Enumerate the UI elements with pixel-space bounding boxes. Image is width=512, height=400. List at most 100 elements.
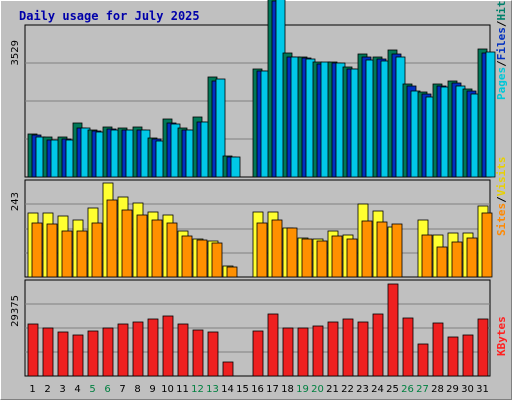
legend-visits-sites: Sites/Visits [495,157,508,237]
bar-sites [31,222,43,278]
bar-sites [271,219,283,278]
legend-item: Sites [495,203,508,236]
bar-sites [106,199,118,278]
chart-title: Daily usage for July 2025 [19,9,200,23]
bar-sites [166,222,178,278]
ymax-label-visits-sites: 243 [10,192,21,211]
day-label: 19 [296,384,309,395]
bar-kbytes [252,330,264,377]
bar-kbytes [87,330,99,377]
day-label: 13 [206,384,219,395]
bar-kbytes [222,361,234,377]
bar-sites [466,237,478,278]
day-label: 30 [461,384,474,395]
bar-kbytes [312,325,324,377]
bar-kbytes [342,318,354,377]
bar-kbytes [147,318,159,377]
day-label: 1 [29,384,35,395]
bar-sites [91,222,103,278]
bar-sites [286,227,298,278]
day-label: 9 [149,384,155,395]
day-label: 18 [281,384,294,395]
day-label: 7 [119,384,125,395]
day-label: 2 [44,384,50,395]
day-label: 28 [431,384,444,395]
legend-item: / [495,60,508,67]
bar-kbytes [267,313,279,377]
bar-kbytes [117,323,129,377]
bar-kbytes [462,334,474,377]
legend-item: Hits [495,0,508,21]
bar-sites [361,220,373,278]
day-label: 11 [176,384,189,395]
bar-sites [256,222,268,278]
legend-item: KBytes [495,316,508,356]
legend-item: Pages [495,67,508,100]
bar-sites [331,235,343,278]
legend-item: / [495,196,508,203]
bar-sites [121,209,133,278]
bar-sites [151,219,163,278]
bar-kbytes [327,321,339,377]
day-label: 21 [326,384,339,395]
bar-kbytes [177,323,189,377]
legend-item: / [495,20,508,27]
bar-sites [196,239,208,278]
bar-kbytes [447,336,459,377]
bar-sites [481,212,493,278]
day-label: 3 [59,384,65,395]
bar-sites [376,221,388,278]
bar-pages [485,51,496,178]
bar-sites [181,235,193,278]
day-label: 5 [89,384,95,395]
day-label: 8 [134,384,140,395]
bar-sites [211,242,223,278]
day-label: 25 [386,384,399,395]
bar-kbytes [57,331,69,377]
bar-kbytes [192,329,204,377]
day-label: 4 [74,384,80,395]
day-label: 27 [416,384,429,395]
legend-item: Files [495,27,508,60]
day-label: 15 [236,384,249,395]
bar-kbytes [132,321,144,377]
day-label: 17 [266,384,279,395]
bar-sites [301,238,313,278]
bar-sites [136,214,148,278]
bar-kbytes [72,334,84,377]
bar-sites [346,238,358,278]
day-label: 24 [371,384,384,395]
bar-kbytes [402,317,414,377]
bar-kbytes [357,321,369,377]
bar-sites [421,234,433,278]
bar-sites [391,223,403,278]
ymax-label-kbytes: 29375 [10,295,21,327]
bar-sites [436,246,448,278]
bar-sites [316,240,328,278]
bar-kbytes [372,313,384,377]
day-label: 12 [191,384,204,395]
legend-hits-files-pages: Pages/Files/Hits [495,0,508,100]
legend-item: Visits [495,157,508,197]
day-label: 20 [311,384,324,395]
bar-pages [230,156,241,178]
day-label: 10 [161,384,174,395]
bar-kbytes [297,327,309,377]
bar-kbytes [282,327,294,377]
day-label: 29 [446,384,459,395]
bar-sites [46,223,58,278]
day-label: 31 [476,384,489,395]
bar-sites [76,230,88,278]
day-label: 6 [104,384,110,395]
day-label: 14 [221,384,234,395]
bar-sites [451,241,463,278]
bar-kbytes [102,327,114,377]
bar-kbytes [162,315,174,377]
bar-kbytes [432,322,444,377]
ymax-label-hits-files-pages: 3529 [10,40,21,65]
day-label: 26 [401,384,414,395]
bar-sites [226,266,238,278]
day-label: 23 [356,384,369,395]
bar-kbytes [27,323,39,377]
